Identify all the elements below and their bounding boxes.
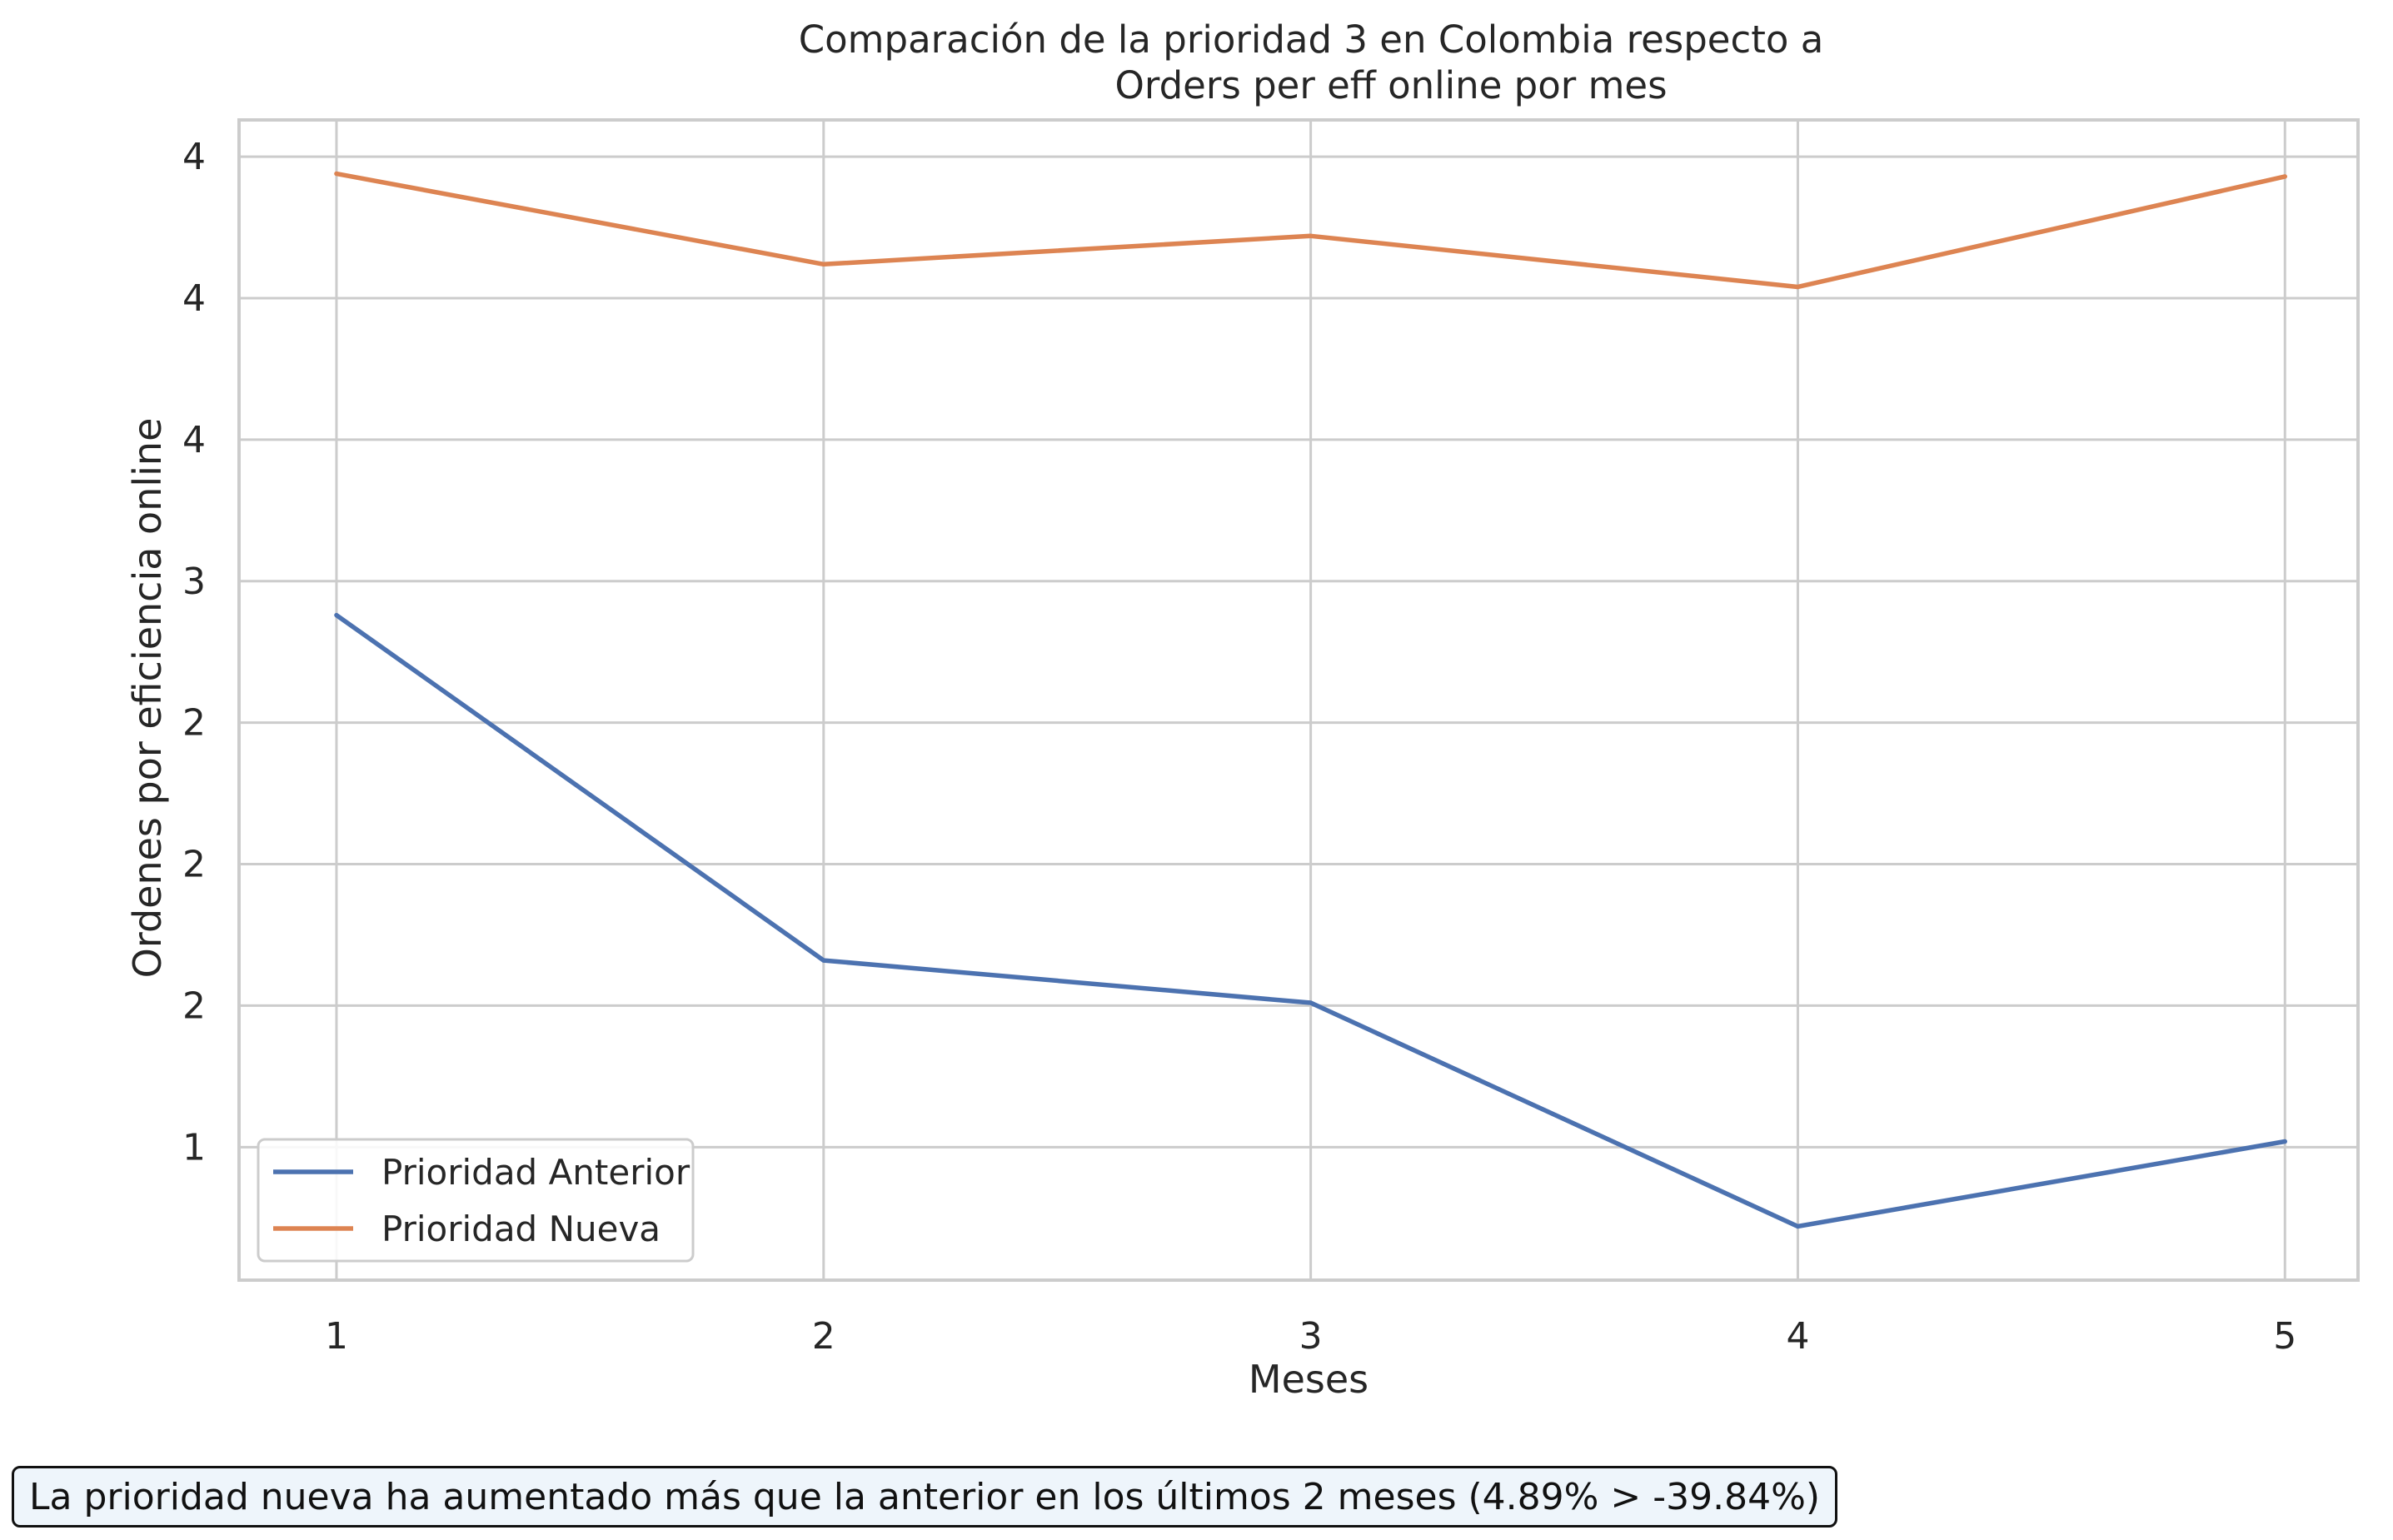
y-tick-label: 4 — [182, 419, 206, 461]
x-tick-label: 2 — [812, 1315, 835, 1358]
annotation-box: La prioridad nueva ha aumentado más que … — [12, 1466, 1838, 1528]
series-line-2 — [334, 171, 2288, 290]
legend-label: Prioridad Nueva — [381, 1209, 661, 1249]
x-axis-label: Meses — [1249, 1357, 1368, 1402]
legend-box — [257, 1138, 695, 1263]
legend: Prioridad Anterior Prioridad Nueva — [257, 1138, 695, 1263]
tick-labels: 1 2 3 4 5 1 2 2 2 3 4 4 4 — [182, 136, 2296, 1358]
y-tick-label: 1 — [182, 1126, 206, 1169]
plot-area-frame — [237, 118, 2360, 1282]
legend-label: Prioridad Anterior — [381, 1152, 690, 1193]
y-tick-label: 4 — [182, 136, 206, 178]
grid-lines — [239, 120, 2358, 1280]
x-tick-label: 1 — [325, 1315, 348, 1358]
y-tick-label: 2 — [182, 702, 206, 745]
y-tick-label: 2 — [182, 984, 206, 1027]
y-tick-label: 3 — [182, 561, 206, 603]
series-line-1 — [334, 612, 2288, 1229]
y-axis-label: Ordenes por eficiencia online — [125, 418, 170, 979]
chart-title-line-2: Orders per eff online por mes — [1114, 63, 1667, 107]
y-tick-label: 4 — [182, 277, 206, 320]
y-tick-label: 2 — [182, 844, 206, 886]
x-tick-label: 3 — [1299, 1315, 1323, 1358]
chart-title-line-1: Comparación de la prioridad 3 en Colombi… — [799, 17, 1824, 62]
x-tick-label: 5 — [2273, 1315, 2296, 1358]
series-lines — [334, 171, 2288, 1229]
x-tick-label: 4 — [1786, 1315, 1809, 1358]
